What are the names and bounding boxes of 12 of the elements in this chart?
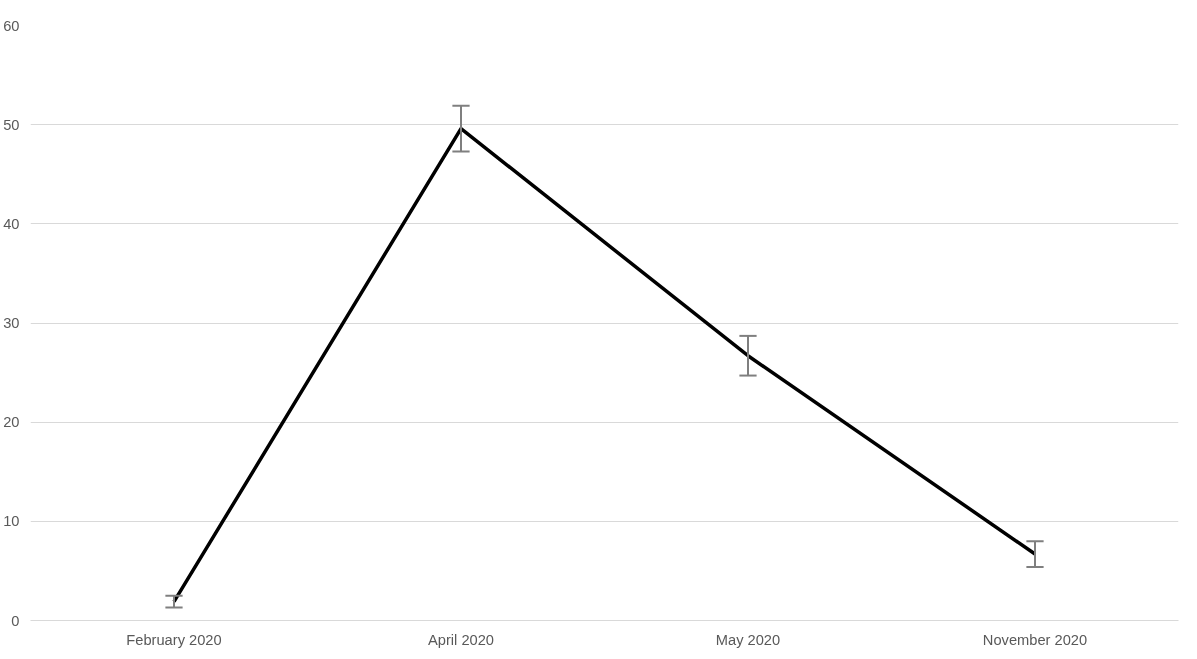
y-tick-label: 50	[3, 116, 20, 133]
line-series	[172, 126, 1037, 604]
x-tick-label: November 2020	[982, 631, 1088, 648]
x-tick-label: May 2020	[715, 631, 781, 648]
y-tick-label: 30	[3, 315, 20, 331]
x-tick-label: April 2020	[428, 631, 494, 648]
y-tick-label: 10	[3, 513, 20, 530]
y-tick-label: 60	[3, 17, 20, 34]
y-tick-label: 20	[3, 414, 20, 431]
y-tick-label: 0	[11, 612, 20, 629]
y-tick-label: 40	[3, 215, 20, 232]
x-tick-label: February 2020	[126, 631, 222, 648]
